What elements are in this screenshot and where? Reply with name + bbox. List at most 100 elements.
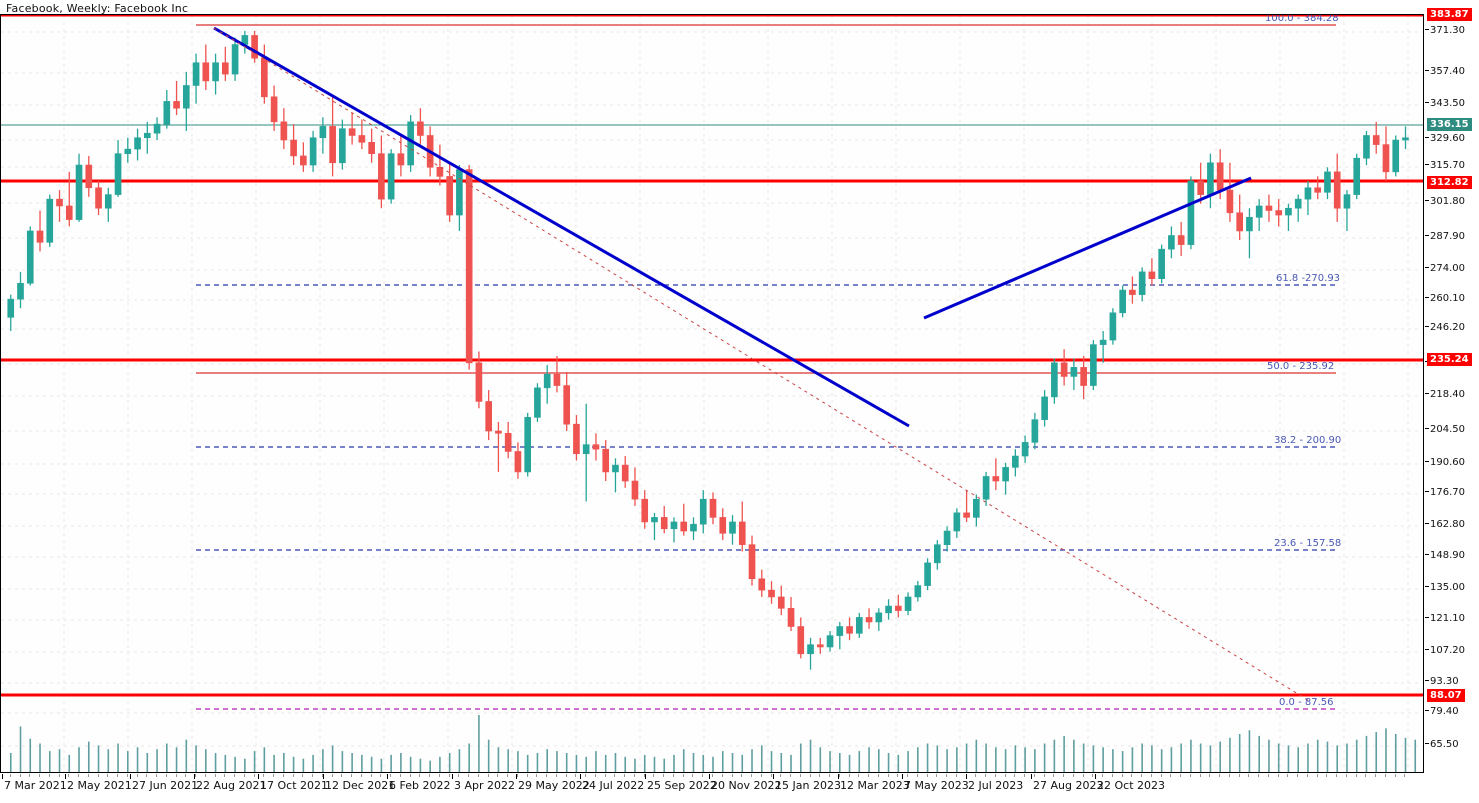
price-axis-tick-label: 357.40 [1430, 66, 1465, 77]
date-tick-mark [1112, 774, 1113, 777]
date-tick-mark [497, 774, 498, 777]
date-tick-mark [1190, 774, 1191, 777]
date-tick-mark [1404, 774, 1405, 777]
chart-plot-area[interactable]: 100.0 - 384.28 61.8 -270.93 50.0 - 235.92 3… [0, 14, 1424, 773]
tick-mark-icon [1425, 200, 1429, 201]
price-badge[interactable]: 336.15 [1427, 118, 1472, 131]
date-tick-mark [254, 774, 255, 777]
date-axis-label: 12 Mar 2023 [840, 779, 910, 792]
date-major-tick [2, 774, 3, 779]
date-tick-mark [302, 774, 303, 777]
price-axis[interactable]: 371.30 357.40 343.50 329.60 315.70 301.80 287.… [1425, 8, 1479, 773]
date-tick-mark [1268, 774, 1269, 777]
date-tick-mark [849, 774, 850, 777]
date-tick-mark [1024, 774, 1025, 777]
tick-mark-icon [1425, 102, 1429, 103]
date-tick-mark [663, 774, 664, 777]
date-tick-mark [1307, 774, 1308, 777]
date-major-tick [838, 774, 839, 779]
gridlines-layer [1, 15, 1423, 772]
price-axis-tick: 260.10 [1425, 293, 1479, 305]
date-tick-mark [361, 774, 362, 777]
date-tick-mark [673, 774, 674, 777]
date-tick-mark [1258, 774, 1259, 777]
price-axis-tick: 79.40 [1425, 706, 1479, 718]
date-tick-mark [88, 774, 89, 777]
tick-mark-icon [1425, 586, 1429, 587]
date-axis[interactable]: 7 Mar 2021 2 May 2021 27 Jun 2021 22 Aug 20… [0, 774, 1424, 803]
price-axis-tick-label: 148.90 [1430, 550, 1465, 561]
price-axis-tick: 121.10 [1425, 613, 1479, 625]
price-badge[interactable]: 383.87 [1427, 8, 1472, 21]
date-tick-mark [234, 774, 235, 777]
fib-level-label: 100.0 - 384.28 [1265, 14, 1339, 24]
date-tick-mark [1356, 774, 1357, 777]
price-axis-tick: 176.70 [1425, 487, 1479, 499]
date-axis-label: 25 Sep 2022 [647, 779, 717, 792]
date-tick-mark [322, 774, 323, 777]
date-axis-label: 2 May 2021 [67, 779, 132, 792]
price-axis-tick-label: 246.20 [1430, 322, 1465, 333]
date-tick-mark [215, 774, 216, 777]
date-tick-mark [1385, 774, 1386, 777]
date-tick-mark [507, 774, 508, 777]
date-tick-mark [1395, 774, 1396, 777]
date-tick-mark [917, 774, 918, 777]
date-tick-mark [819, 774, 820, 777]
date-tick-mark [1102, 774, 1103, 777]
date-major-tick [1031, 774, 1032, 779]
price-axis-tick: 329.60 [1425, 133, 1479, 145]
tick-mark-icon [1425, 297, 1429, 298]
trendlines-layer[interactable] [1, 15, 1423, 772]
price-axis-tick: 315.70 [1425, 160, 1479, 172]
date-tick-mark [1141, 774, 1142, 777]
date-tick-mark [439, 774, 440, 777]
date-tick-mark [478, 774, 479, 777]
date-major-tick [452, 774, 453, 779]
date-tick-mark [107, 774, 108, 777]
date-tick-mark [1180, 774, 1181, 777]
date-tick-mark [1297, 774, 1298, 777]
date-tick-mark [1336, 774, 1337, 777]
date-axis-label: 17 Oct 2021 [260, 779, 329, 792]
price-axis-tick-label: 107.20 [1430, 645, 1465, 656]
date-tick-mark [878, 774, 879, 777]
date-tick-mark [585, 774, 586, 777]
tick-mark-icon [1425, 70, 1429, 71]
price-badge[interactable]: 88.07 [1427, 689, 1465, 702]
date-tick-mark [1278, 774, 1279, 777]
date-major-tick [1095, 774, 1096, 779]
date-tick-mark [419, 774, 420, 777]
price-axis-tick: 246.20 [1425, 322, 1479, 334]
price-axis-tick-label: 93.30 [1430, 676, 1459, 687]
price-badge[interactable]: 235.24 [1427, 353, 1472, 366]
date-tick-mark [829, 774, 830, 777]
date-tick-mark [1014, 774, 1015, 777]
date-major-tick [580, 774, 581, 779]
price-axis-tick-label: 176.70 [1430, 487, 1465, 498]
date-tick-mark [907, 774, 908, 777]
price-axis-tick-label: 274.00 [1430, 263, 1465, 274]
date-tick-mark [1375, 774, 1376, 777]
date-axis-label: 24 Jul 2022 [582, 779, 645, 792]
tick-mark-icon [1425, 267, 1429, 268]
date-tick-mark [371, 774, 372, 777]
tick-mark-icon [1425, 710, 1429, 711]
price-axis-tick-label: 260.10 [1430, 293, 1465, 304]
date-tick-mark [185, 774, 186, 777]
date-tick-mark [1346, 774, 1347, 777]
date-tick-mark [946, 774, 947, 777]
price-axis-tick: 218.40 [1425, 389, 1479, 401]
volume-series [9, 715, 1417, 772]
date-tick-mark [1326, 774, 1327, 777]
price-badge[interactable]: 312.82 [1427, 176, 1472, 189]
date-tick-mark [936, 774, 937, 777]
date-major-tick [645, 774, 646, 779]
price-axis-tick: 357.40 [1425, 66, 1479, 78]
date-tick-mark [858, 774, 859, 777]
price-axis-tick-label: 301.80 [1430, 196, 1465, 207]
date-major-tick [130, 774, 131, 779]
date-tick-mark [78, 774, 79, 777]
date-tick-mark [1034, 774, 1035, 777]
date-tick-mark [20, 774, 21, 777]
